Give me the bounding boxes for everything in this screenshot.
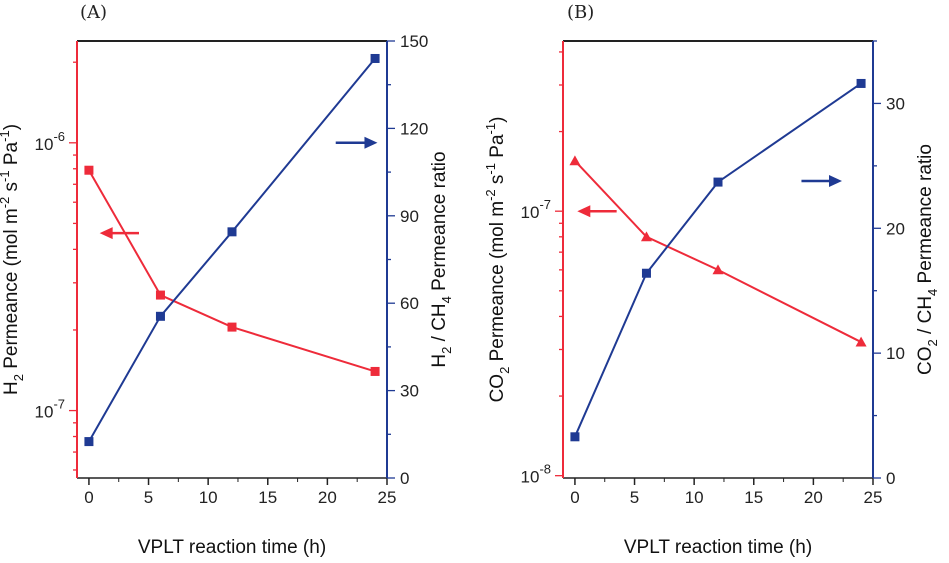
x-tick-label: 15: [258, 488, 277, 507]
left-series-line: [88, 169, 376, 373]
series-axis-arrow-head: [99, 227, 113, 240]
left-y-tick-label: 10-6: [35, 129, 65, 154]
series-axis-arrow-head: [577, 205, 591, 218]
left-series-point: [569, 155, 581, 166]
x-axis-title: VPLT reaction time (h): [624, 537, 812, 558]
left-y-tick-label: 10-7: [35, 397, 65, 422]
x-axis-title: VPLT reaction time (h): [138, 537, 326, 558]
x-tick-label: 15: [744, 488, 763, 507]
right-series-point: [155, 311, 165, 321]
left-y-axis-title: H2 Permeance (mol m-2 s-1 Pa-1): [0, 124, 26, 395]
left-y-tick-label: 10-7: [521, 197, 551, 222]
left-series-point: [855, 336, 867, 347]
left-series-point: [370, 366, 380, 376]
series-axis-arrow-head: [364, 136, 378, 149]
right-series-point: [713, 177, 723, 187]
right-y-tick-label: 0: [886, 469, 895, 488]
right-y-axis-title: H2 / CH4 Permeance ratio: [429, 151, 454, 367]
x-tick-label: 0: [84, 488, 93, 507]
right-y-tick-label: 120: [400, 119, 428, 138]
x-tick-label: 20: [804, 488, 823, 507]
chart-panel-a: (A) 0 5 10 15 20 25 VPLT reaction time (h) 10-7 1…: [0, 2, 454, 558]
x-tick-label: 20: [318, 488, 337, 507]
right-series-line: [88, 57, 376, 443]
left-y-axis-title: CO2 Permeance (mol m-2 s-1 Pa-1): [483, 117, 512, 403]
panel-label: (B): [567, 2, 594, 23]
right-series-point: [570, 432, 580, 442]
right-series-point: [84, 437, 94, 447]
x-tick-label: 0: [570, 488, 579, 507]
left-series-point: [84, 165, 94, 175]
right-series-point: [856, 78, 866, 88]
left-series-line: [574, 160, 862, 343]
right-y-tick-label: 150: [400, 32, 428, 51]
x-tick-label: 5: [144, 488, 153, 507]
left-series-point: [155, 290, 165, 300]
right-y-tick-label: 30: [886, 94, 905, 113]
chart-panel-b: (B) 0 5 10 15 20 25 VPLT reaction time (h) 10-8 1…: [483, 2, 940, 558]
right-y-tick-label: 10: [886, 344, 905, 363]
right-y-axis-title: CO2 / CH4 Permeance ratio: [915, 144, 940, 375]
right-y-tick-label: 0: [400, 469, 409, 488]
x-tick-label: 25: [378, 488, 397, 507]
panel-label: (A): [80, 2, 107, 23]
x-tick-label: 25: [864, 488, 883, 507]
left-series-point: [712, 264, 724, 275]
right-series-point: [641, 268, 651, 278]
right-y-tick-label: 90: [400, 207, 419, 226]
series-axis-arrow-head: [829, 175, 842, 188]
right-y-tick-label: 20: [886, 219, 905, 238]
left-series-point: [227, 322, 237, 332]
right-y-tick-label: 30: [400, 382, 419, 401]
left-y-tick-label: 10-8: [521, 462, 551, 487]
right-y-tick-label: 60: [400, 294, 419, 313]
x-tick-label: 10: [685, 488, 704, 507]
x-tick-label: 5: [630, 488, 639, 507]
left-series-point: [640, 231, 652, 242]
right-series-line: [574, 82, 862, 438]
right-series-point: [370, 53, 380, 63]
right-series-point: [227, 227, 237, 237]
x-tick-label: 10: [199, 488, 218, 507]
